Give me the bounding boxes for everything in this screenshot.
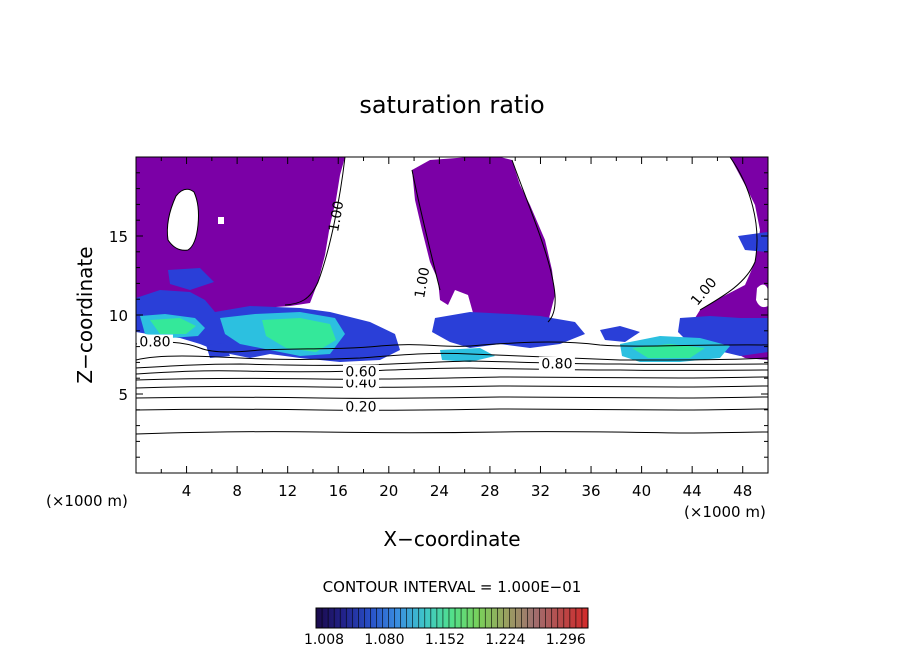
y-tick-label: 5 xyxy=(118,386,128,404)
contour-label-bg xyxy=(136,334,173,350)
colorbar-tick-label: 1.152 xyxy=(425,632,465,648)
y-tick-label: 15 xyxy=(109,228,128,246)
supersaturated-region-right xyxy=(690,157,768,360)
x-tick-label: 12 xyxy=(278,482,297,500)
x-tick-label: 28 xyxy=(480,482,499,500)
contour-label-bg xyxy=(342,364,379,380)
x-axis-label: X−coordinate xyxy=(383,527,520,551)
unsaturated-hole-3 xyxy=(756,284,768,308)
contour-label: 1.00 xyxy=(412,266,433,299)
contour-labels: 0.200.400.60 0.801.001.00 1.000.80 xyxy=(136,200,720,415)
unsaturated-hole-2 xyxy=(218,217,224,224)
contour-label-bg xyxy=(538,356,575,372)
x-tick-label: 24 xyxy=(430,482,449,500)
x-tick-label: 16 xyxy=(329,482,348,500)
supersaturated-region-middle xyxy=(412,157,555,330)
contour-label: 1.00 xyxy=(326,200,347,233)
y-axis: 5 10 15 xyxy=(109,172,768,458)
x-tick-label: 20 xyxy=(379,482,398,500)
x-tick-label: 8 xyxy=(232,482,242,500)
x-axis: 4 8 12 16 20 24 28 32 36 40 44 48 xyxy=(160,157,752,500)
y-tick-label: 10 xyxy=(109,307,128,325)
contour-lines xyxy=(136,157,768,435)
x-tick-label: 4 xyxy=(182,482,192,500)
contour-label: 0.80 xyxy=(541,357,572,373)
x-unit-right: (×1000 m) xyxy=(684,503,766,521)
plot-area xyxy=(136,157,768,435)
colorbar-tick-label: 1.008 xyxy=(304,632,344,648)
x-tick-label: 40 xyxy=(632,482,651,500)
unsaturated-hole-1 xyxy=(167,189,199,251)
colorbar-tick-label: 1.296 xyxy=(546,632,586,648)
cloud-layer-fill xyxy=(136,232,768,362)
colorbar-ticks xyxy=(315,608,589,628)
colorbar-tick-label: 1.224 xyxy=(485,632,525,648)
chart-title: saturation ratio xyxy=(359,91,544,119)
contour-label: 0.60 xyxy=(345,365,376,381)
contour-label: 0.20 xyxy=(345,399,376,415)
x-tick-label: 44 xyxy=(683,482,702,500)
y-axis-label: Z−coordinate xyxy=(73,246,97,383)
x-unit-left: (×1000 m) xyxy=(46,492,128,510)
x-tick-label: 36 xyxy=(581,482,600,500)
x-tick-label: 48 xyxy=(733,482,752,500)
contour-label: 0.40 xyxy=(345,376,376,392)
contour-label-bg xyxy=(342,399,379,415)
x-tick-label: 32 xyxy=(531,482,550,500)
contour-interval-text: CONTOUR INTERVAL = 1.000E−01 xyxy=(323,578,582,596)
colorbar-tick-label: 1.080 xyxy=(364,632,404,648)
contour-label: 0.80 xyxy=(139,335,170,351)
colorbar xyxy=(315,607,589,629)
colorbar-labels: 1.008 1.080 1.152 1.224 1.296 xyxy=(304,632,586,648)
